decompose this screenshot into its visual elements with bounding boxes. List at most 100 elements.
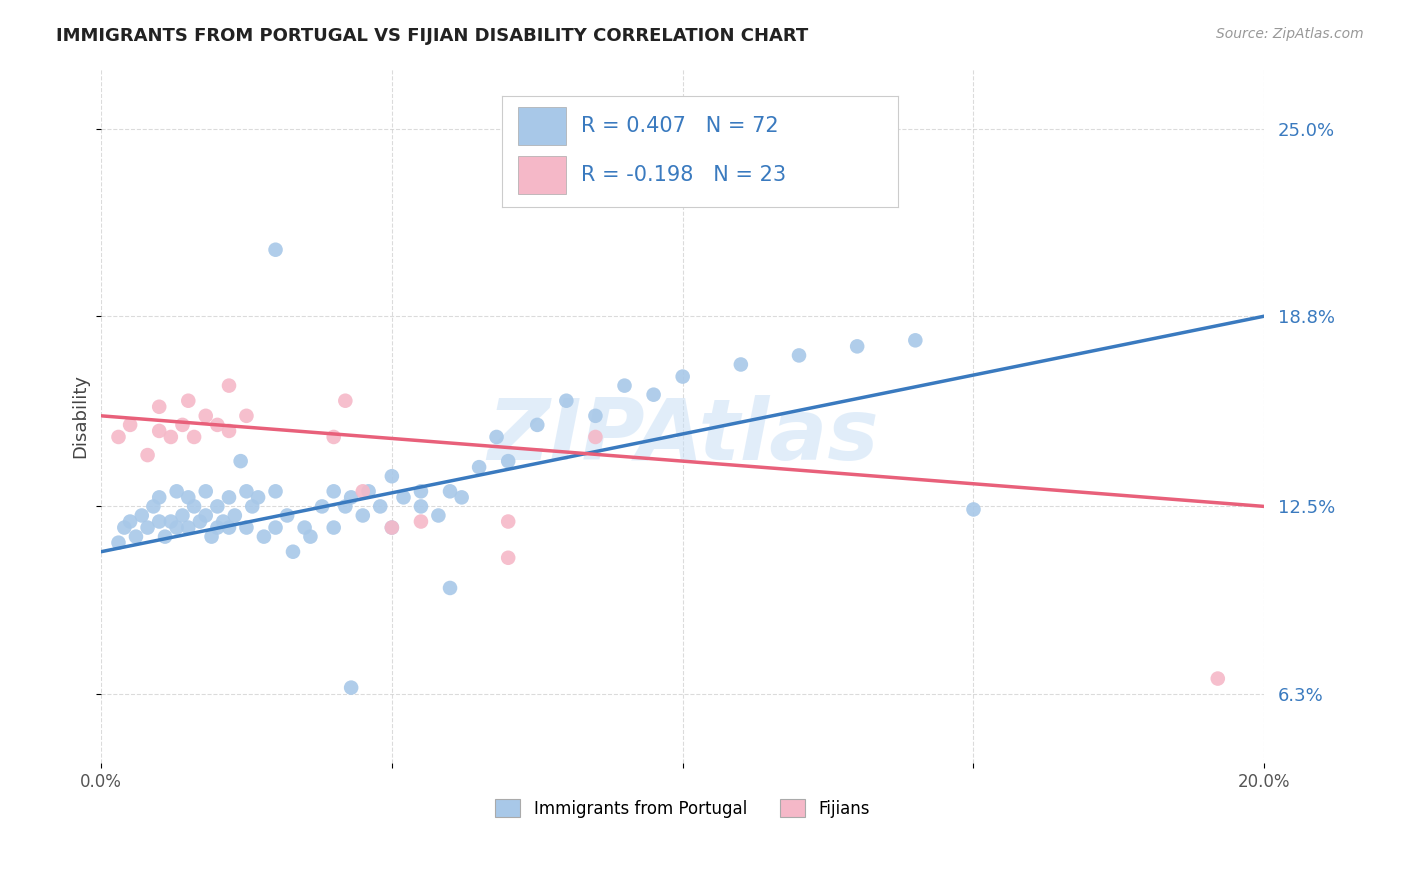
Point bbox=[322, 484, 344, 499]
Point bbox=[172, 417, 194, 432]
Point bbox=[381, 520, 404, 534]
Point bbox=[107, 430, 129, 444]
Text: ZIPAtlas: ZIPAtlas bbox=[486, 395, 879, 478]
Point bbox=[264, 484, 287, 499]
Point bbox=[409, 500, 432, 514]
Point bbox=[136, 520, 159, 534]
Point bbox=[131, 508, 153, 523]
Legend: Immigrants from Portugal, Fijians: Immigrants from Portugal, Fijians bbox=[489, 793, 877, 824]
Point bbox=[381, 520, 404, 534]
Point bbox=[218, 491, 240, 505]
Point bbox=[177, 393, 200, 408]
Point bbox=[846, 339, 869, 353]
Point bbox=[148, 424, 170, 438]
Point bbox=[276, 508, 298, 523]
Point bbox=[439, 484, 461, 499]
Point bbox=[352, 484, 374, 499]
Point bbox=[172, 508, 194, 523]
Point bbox=[281, 545, 304, 559]
Point bbox=[218, 520, 240, 534]
Point bbox=[120, 515, 142, 529]
Point bbox=[439, 581, 461, 595]
Point bbox=[643, 387, 665, 401]
Point bbox=[730, 358, 752, 372]
Point bbox=[450, 491, 472, 505]
Point bbox=[787, 348, 810, 362]
Point bbox=[188, 515, 211, 529]
Point bbox=[357, 484, 380, 499]
Point bbox=[194, 508, 217, 523]
Point bbox=[200, 530, 222, 544]
Point bbox=[368, 500, 391, 514]
Point bbox=[485, 430, 508, 444]
Point bbox=[153, 530, 176, 544]
Point bbox=[1206, 672, 1229, 686]
Point bbox=[218, 424, 240, 438]
Point bbox=[229, 454, 252, 468]
Point bbox=[177, 491, 200, 505]
Point bbox=[212, 515, 235, 529]
Point bbox=[125, 530, 148, 544]
Text: Source: ZipAtlas.com: Source: ZipAtlas.com bbox=[1216, 27, 1364, 41]
Point bbox=[496, 454, 519, 468]
Point bbox=[183, 500, 205, 514]
Point bbox=[136, 448, 159, 462]
Point bbox=[381, 469, 404, 483]
Point bbox=[253, 530, 276, 544]
Y-axis label: Disability: Disability bbox=[72, 374, 89, 458]
Point bbox=[107, 535, 129, 549]
Point bbox=[148, 491, 170, 505]
Point bbox=[183, 430, 205, 444]
Point bbox=[166, 484, 188, 499]
Point bbox=[962, 502, 984, 516]
Point bbox=[526, 417, 548, 432]
Point bbox=[311, 500, 333, 514]
Point bbox=[160, 515, 183, 529]
Point bbox=[340, 681, 363, 695]
Point bbox=[218, 378, 240, 392]
Point bbox=[148, 400, 170, 414]
Point bbox=[235, 484, 257, 499]
Point bbox=[335, 500, 357, 514]
Point bbox=[207, 417, 229, 432]
Point bbox=[496, 550, 519, 565]
Point bbox=[904, 334, 927, 348]
Point bbox=[335, 393, 357, 408]
Point bbox=[583, 409, 606, 423]
Point bbox=[294, 520, 316, 534]
Point bbox=[392, 491, 415, 505]
Point bbox=[409, 515, 432, 529]
Point bbox=[299, 530, 322, 544]
Point bbox=[142, 500, 165, 514]
Point bbox=[207, 500, 229, 514]
Point bbox=[112, 520, 135, 534]
Point bbox=[555, 393, 578, 408]
Point bbox=[672, 369, 695, 384]
Point bbox=[224, 508, 246, 523]
Point bbox=[160, 430, 183, 444]
Point bbox=[322, 520, 344, 534]
Point bbox=[148, 515, 170, 529]
Point bbox=[409, 484, 432, 499]
Point bbox=[235, 409, 257, 423]
Point bbox=[177, 520, 200, 534]
Point bbox=[613, 378, 636, 392]
Point bbox=[120, 417, 142, 432]
Point bbox=[322, 430, 344, 444]
Point bbox=[468, 460, 491, 475]
Point bbox=[207, 520, 229, 534]
Point bbox=[340, 491, 363, 505]
Point bbox=[496, 515, 519, 529]
Point bbox=[166, 520, 188, 534]
Point bbox=[352, 508, 374, 523]
Point bbox=[427, 508, 450, 523]
Point bbox=[240, 500, 263, 514]
Point bbox=[194, 409, 217, 423]
Point bbox=[583, 430, 606, 444]
Point bbox=[264, 520, 287, 534]
Point bbox=[247, 491, 270, 505]
Point bbox=[194, 484, 217, 499]
Point bbox=[235, 520, 257, 534]
Text: IMMIGRANTS FROM PORTUGAL VS FIJIAN DISABILITY CORRELATION CHART: IMMIGRANTS FROM PORTUGAL VS FIJIAN DISAB… bbox=[56, 27, 808, 45]
Point bbox=[264, 243, 287, 257]
